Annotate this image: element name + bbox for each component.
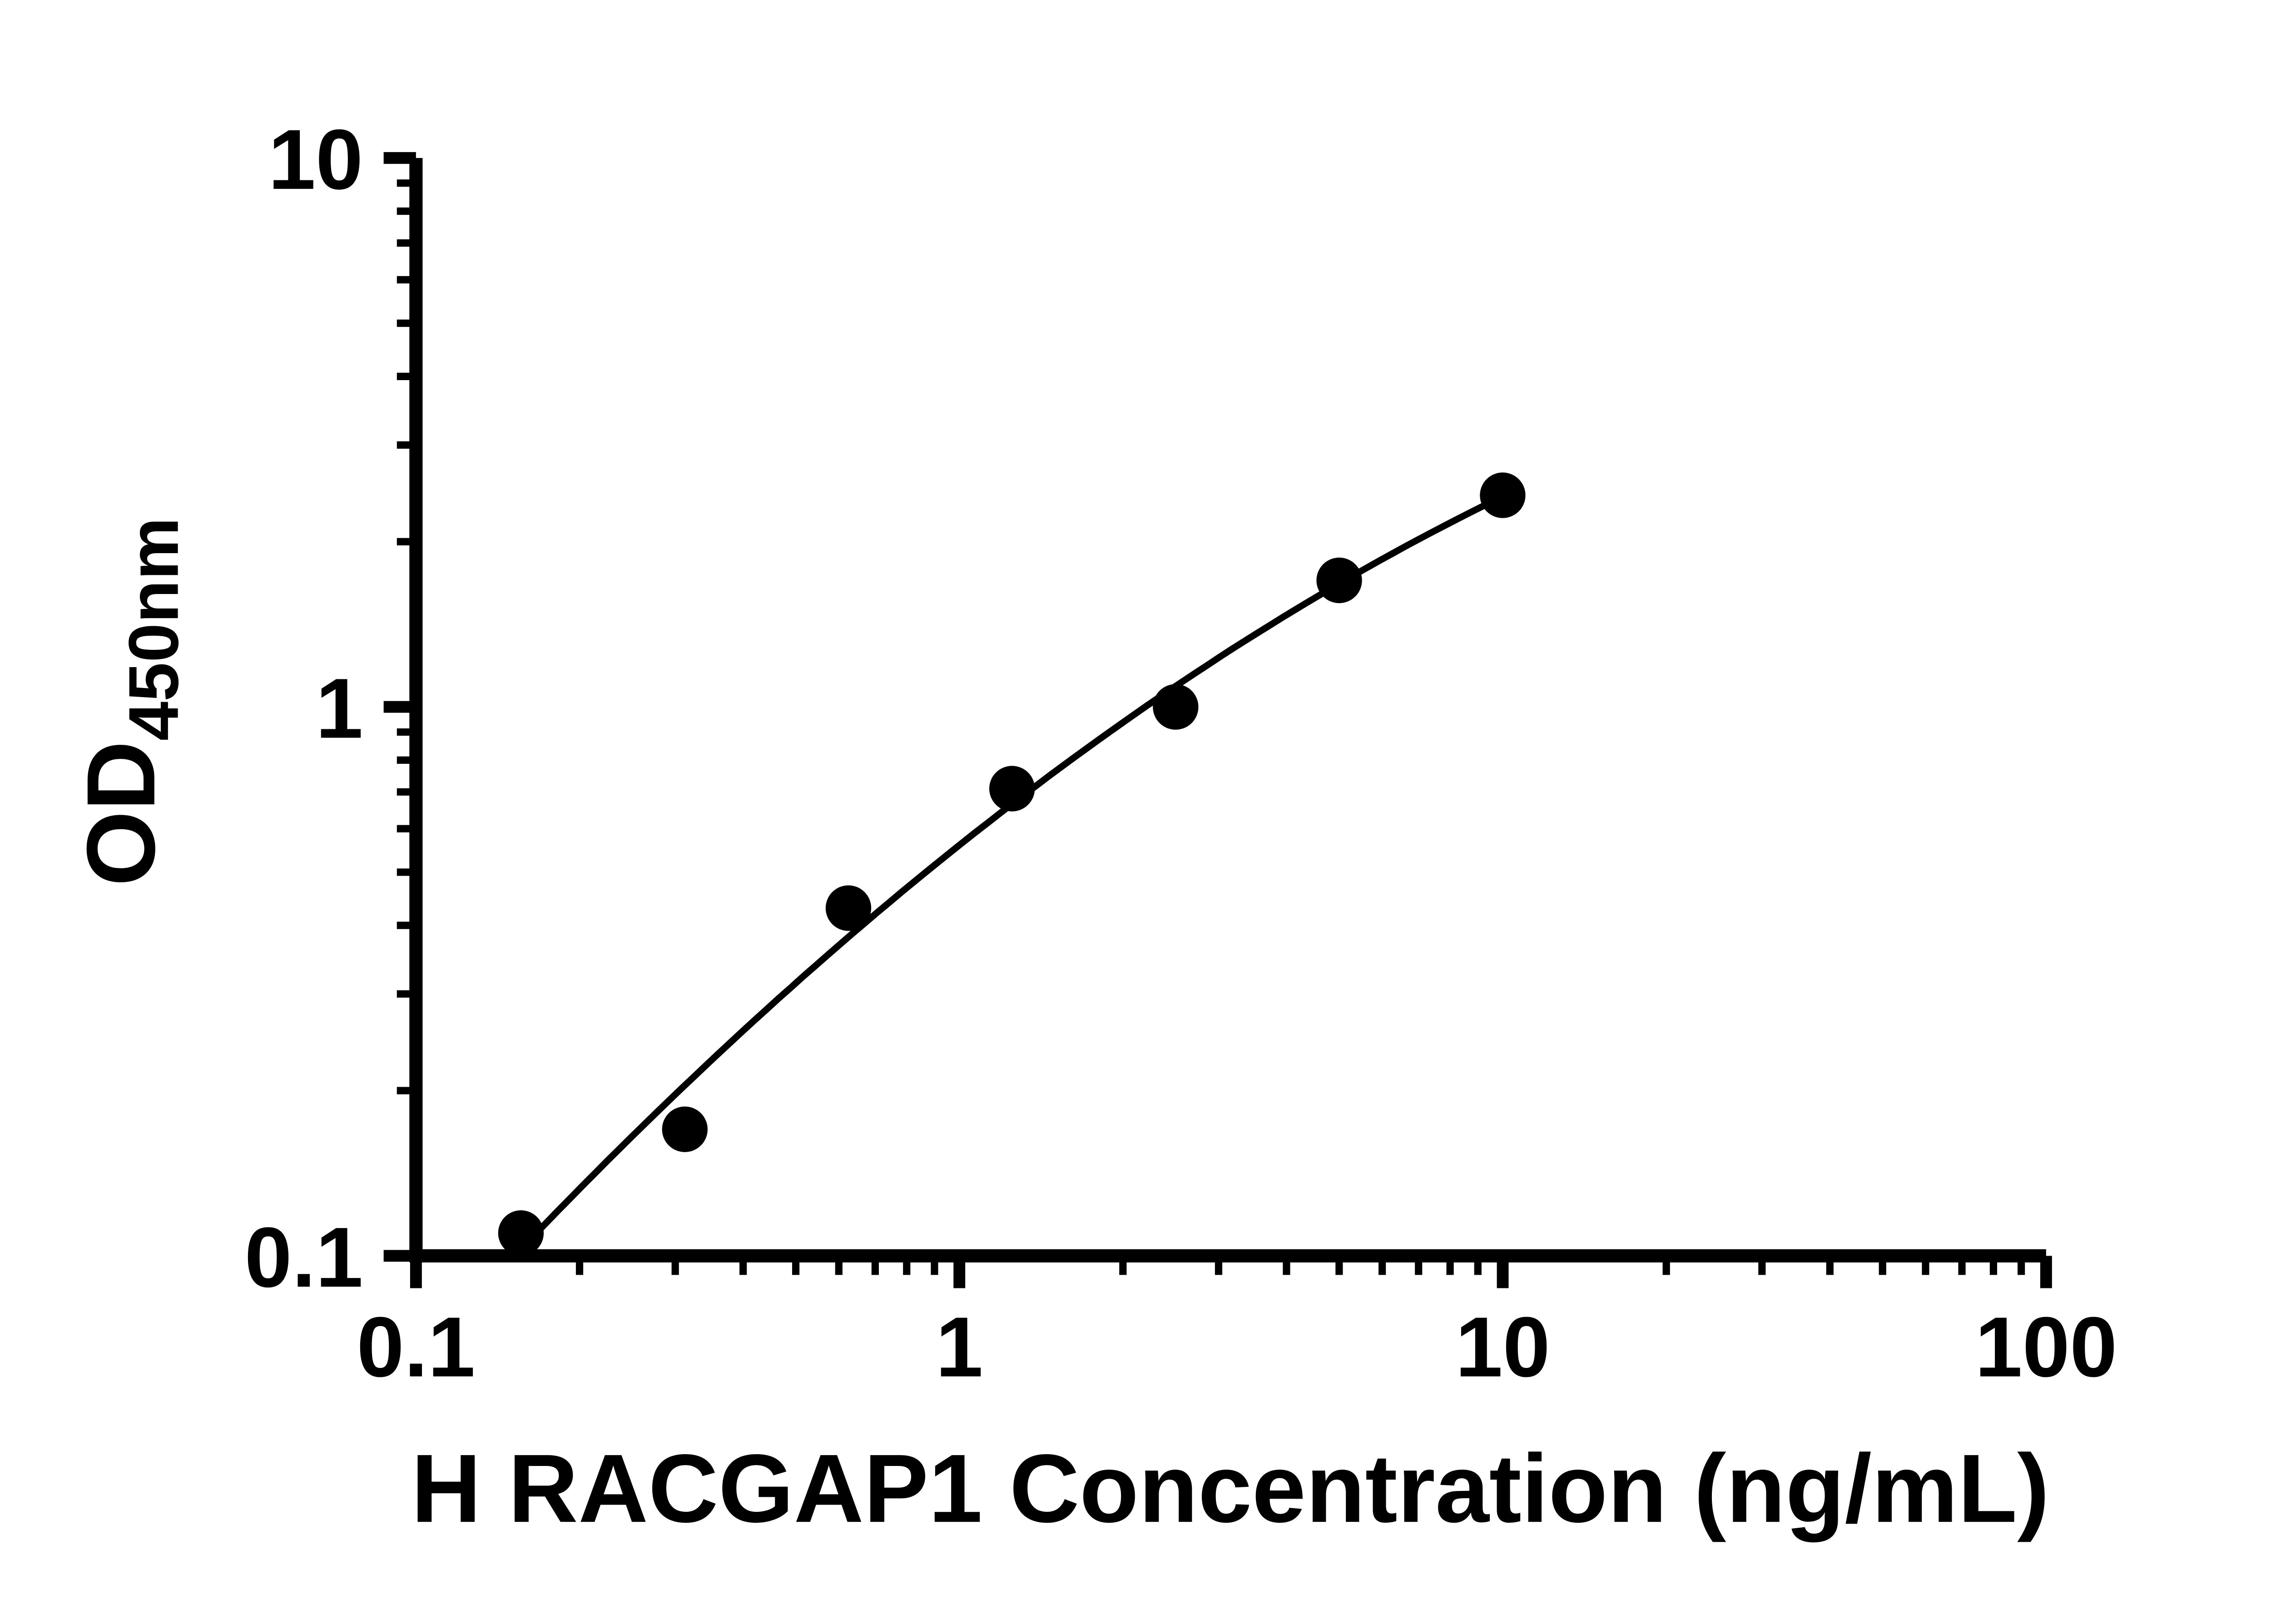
axis-spines: [409, 158, 2046, 1263]
y-axis-title: OD450nm: [67, 517, 193, 886]
x-axis-title: H RACGAP1 Concentration (ng/mL): [411, 1435, 2049, 1543]
major-ticks-group: [383, 152, 2052, 1288]
y-tick-label: 0.1: [244, 1209, 363, 1305]
data-point: [825, 885, 872, 931]
x-tick-label: 0.1: [357, 1299, 475, 1395]
axes-group: [409, 158, 2046, 1263]
x-tick-label: 100: [1975, 1299, 2117, 1395]
y-tick-label: 10: [268, 112, 363, 207]
y-axis-title-subscript: 450nm: [114, 517, 193, 741]
y-axis-title-main: OD: [67, 741, 175, 886]
data-point: [989, 766, 1035, 812]
x-tick-label: 1: [936, 1299, 983, 1395]
points-group: [498, 472, 1526, 1256]
y-tick-label: 1: [316, 661, 363, 756]
data-point: [1316, 557, 1362, 604]
data-point: [662, 1106, 708, 1152]
x-tick-label: 10: [1455, 1299, 1550, 1395]
data-point: [1153, 684, 1199, 730]
minor-ticks-group: [397, 179, 2025, 1275]
tick-labels-group: 0.1 1 10 100 0.1 1 10: [244, 112, 2117, 1395]
data-point: [1480, 472, 1526, 518]
data-point: [498, 1210, 544, 1256]
